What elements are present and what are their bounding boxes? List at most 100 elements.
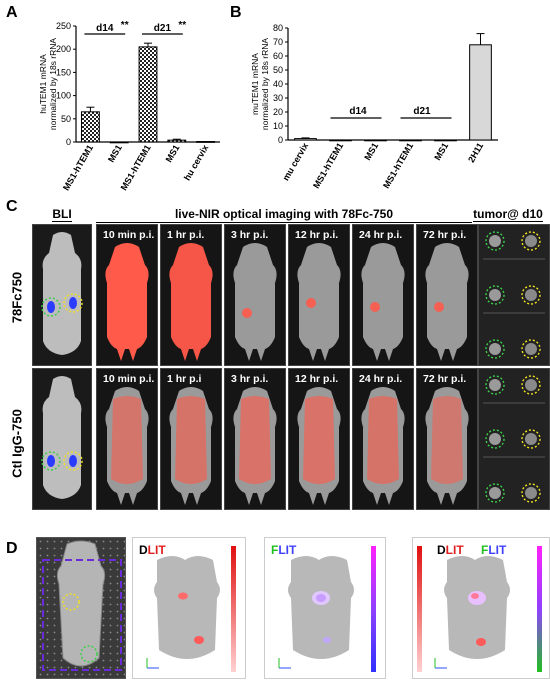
combined-colorbar-red: [417, 546, 422, 672]
y-tick-label: 50: [61, 114, 71, 124]
panel-label-a: A: [6, 4, 18, 21]
y-tick-label: 30: [273, 93, 283, 103]
timepoint-label: 1 hr p.i.: [167, 229, 205, 241]
x-tick-label: MS1: [362, 141, 380, 162]
x-tick-label: MS1: [164, 143, 182, 164]
y-tick-label: 50: [273, 65, 283, 75]
nir-image: 72 hr p.i.: [416, 368, 478, 510]
bar: [469, 44, 492, 141]
timepoint-label: 1 hr p.i: [167, 373, 202, 385]
bli-image: [32, 368, 92, 510]
x-tick-label: 2H11: [466, 141, 485, 164]
annotation-d14-stars: **: [121, 20, 129, 31]
dlit-svg: [146, 546, 236, 672]
bar: [109, 141, 129, 144]
y-tick-label: 250: [56, 21, 71, 31]
y-axis-label: huTEM1 mRNA: [38, 54, 48, 114]
row-label-ctl-igg: Ctl IgG-750: [9, 409, 25, 478]
combined-tumor-1-red: [471, 593, 479, 599]
x-tick-label: MS1: [432, 141, 450, 162]
y-tick-label: 200: [56, 44, 71, 54]
roi-yellow-circle: [62, 593, 80, 611]
timepoint-label: 3 hr p.i.: [231, 229, 269, 241]
flit-svg: [278, 546, 376, 672]
flit-tumor-2: [323, 637, 331, 643]
dlit-tumor-2: [194, 636, 204, 644]
timepoint-label: 12 hr p.i.: [295, 229, 339, 241]
roi-green-circle: [80, 645, 98, 663]
annotation-d14: d14: [96, 23, 114, 34]
nir-image: 24 hr p.i.: [352, 224, 414, 366]
combined-flit-title: FLIT: [481, 543, 506, 557]
y-tick-label: 0: [66, 137, 71, 147]
y-axis-label: normalized by 18s rRNA: [48, 38, 58, 130]
bar: [329, 139, 352, 142]
tumor-image: [478, 368, 550, 510]
dlit-tumor-1: [178, 592, 188, 600]
dlit-colorbar: [231, 546, 236, 672]
header-bli: BLI: [34, 207, 90, 222]
chart-a-svg: 0 50 100 150 200 250 huTEM1 mRNA normalized by …: [38, 20, 220, 192]
combined-flit-lit: LIT: [488, 543, 507, 557]
timepoint-label: 10 min p.i.: [103, 229, 155, 241]
nir-image: 1 hr p.i: [160, 368, 222, 510]
x-tick-label: MS1-hTEM1: [381, 141, 415, 190]
y-tick-label: 40: [273, 79, 283, 89]
roi-box: [42, 559, 122, 671]
dlit-title-lit: LIT: [147, 543, 166, 557]
nir-image: 3 hr p.i.: [224, 224, 286, 366]
y-tick-label: 100: [56, 91, 71, 101]
nir-image: 1 hr p.i.: [160, 224, 222, 366]
combined-colorbar-flit: [537, 546, 542, 672]
timepoint-label: 10 min p.i.: [103, 373, 155, 385]
bar: [80, 111, 100, 143]
header-tumor-text: tumor@ d10: [473, 207, 543, 222]
x-tick-label: MS1-hTEM1: [119, 143, 153, 192]
flit-title-lit: LIT: [278, 543, 297, 557]
timepoint-label: 72 hr p.i.: [423, 373, 467, 385]
combined-dlit-d: D: [437, 543, 446, 557]
dlit-body-model: [154, 556, 220, 659]
nir-image: 10 min p.i.: [96, 224, 158, 366]
y-tick-label: 70: [273, 37, 283, 47]
chart-a: 0 50 100 150 200 250 huTEM1 mRNA normalized by …: [0, 0, 230, 200]
flit-colorbar: [371, 546, 376, 672]
dlit-title: DLIT: [139, 543, 166, 557]
y-tick-label: 150: [56, 67, 71, 77]
nir-image: 24 hr p.i.: [352, 368, 414, 510]
bli-mouse-svg: [41, 232, 83, 355]
bar: [294, 138, 317, 141]
combined-body-model: [444, 556, 510, 659]
nir-image: 12 hr p.i.: [288, 368, 350, 510]
mouse-silhouette-d: [56, 540, 106, 667]
annotation-d21-stars: **: [178, 20, 186, 31]
nir-image: 3 hr p.i.: [224, 368, 286, 510]
bar: [399, 139, 422, 142]
bar: [167, 139, 187, 143]
x-tick-label: MS1-hTEM1: [61, 143, 95, 192]
bar: [434, 139, 457, 142]
x-tick-label: mu cervix: [281, 141, 311, 182]
header-bli-text: BLI: [52, 207, 72, 222]
flit-title: FLIT: [271, 543, 296, 557]
combined-tumor-2: [476, 638, 486, 646]
panel-d-dlit: DLIT: [132, 537, 246, 679]
x-tick-label: hu cervix: [182, 143, 210, 182]
flit-tumor-1-core: [316, 594, 326, 602]
bli-image: [32, 224, 92, 366]
chart-b-svg: 0 10 20 30 40 50 60 70 80 muTEM1 mRNA normalized b…: [250, 23, 498, 190]
x-tick-label: MS1-hTEM1: [311, 141, 345, 190]
combined-dlit-title: DLIT: [437, 543, 464, 557]
nir-image: 10 min p.i.: [96, 368, 158, 510]
timepoint-label: 72 hr p.i.: [423, 229, 467, 241]
combined-svg: [417, 546, 542, 672]
x-tick-label: MS1: [106, 143, 124, 164]
panel-label-b: B: [230, 4, 242, 21]
bar: [138, 46, 158, 143]
y-axis-label: muTEM1 mRNA: [250, 53, 260, 115]
panel-d-photo: [36, 537, 126, 679]
panel-d-flit: FLIT: [264, 537, 386, 679]
y-tick-label: 10: [273, 121, 283, 131]
annotation-d14: d14: [349, 106, 367, 117]
header-nir: live-NIR optical imaging with 78Fc-750: [96, 207, 472, 223]
